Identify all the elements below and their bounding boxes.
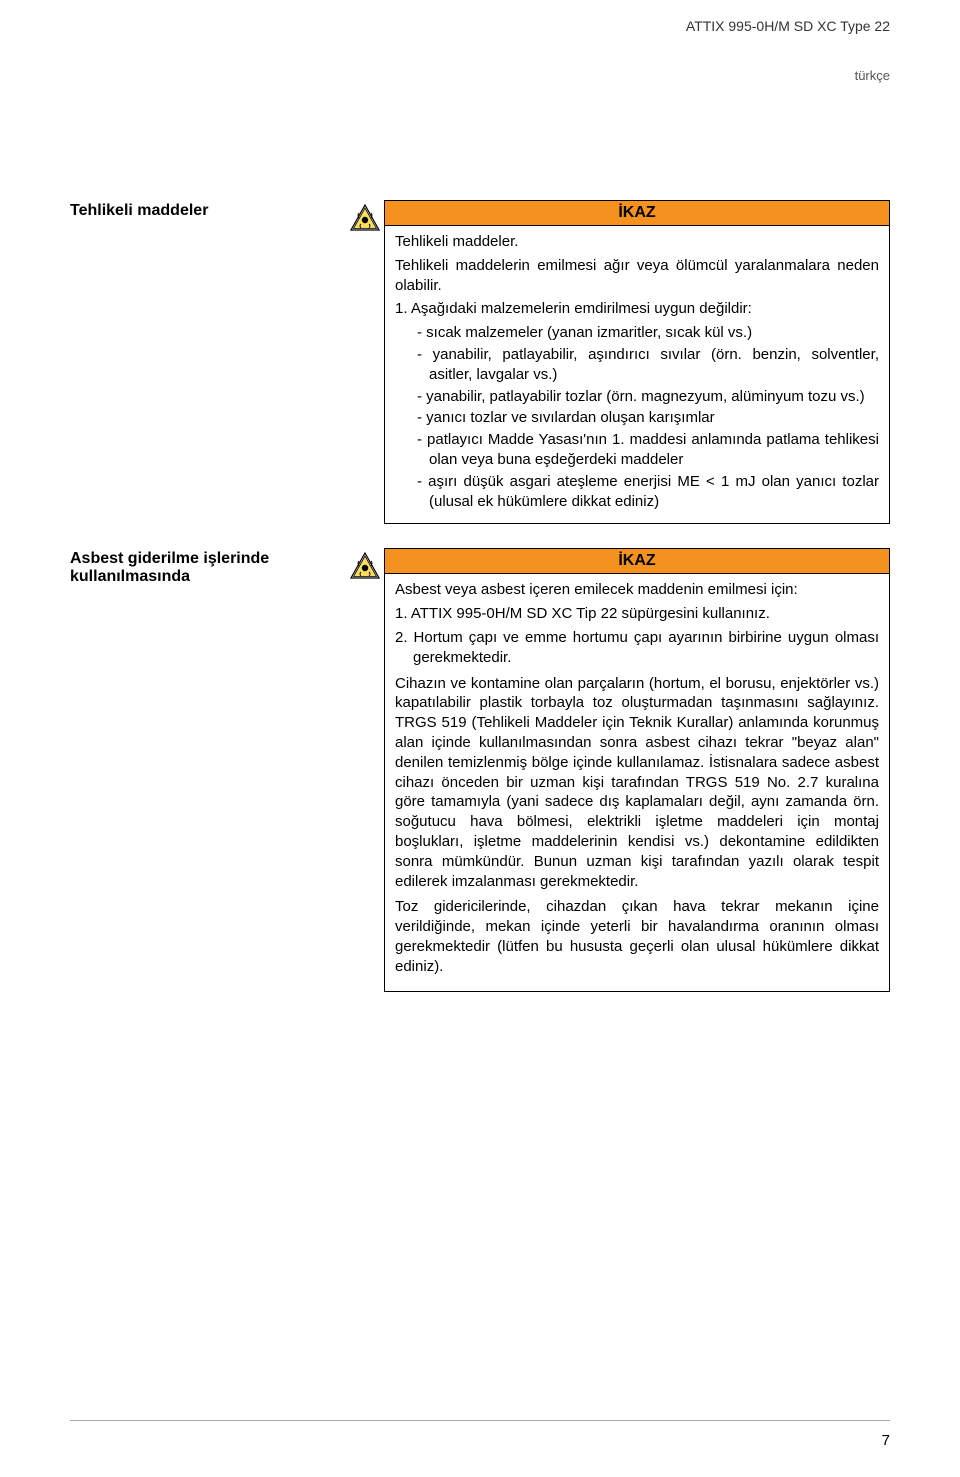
language-label: türkçe	[855, 68, 890, 83]
section-label: Tehlikeli maddeler	[70, 200, 350, 524]
section-asbestos: Asbest giderilme işlerinde kullanılmasın…	[70, 548, 890, 991]
list-lead: 1. Aşağıdaki malzemelerin emdirilmesi uy…	[395, 299, 879, 319]
paragraph: Toz gidericilerinde, cihazdan çıkan hava…	[395, 897, 879, 976]
numbered-item: 1. ATTIX 995-0H/M SD XC Tip 22 süpürgesi…	[395, 604, 879, 624]
warning-box: İKAZ Tehlikeli maddeler. Tehlikeli madde…	[384, 200, 890, 524]
section-hazardous-materials: Tehlikeli maddeler İKAZ Tehlikeli maddel…	[70, 200, 890, 524]
warning-box-wrap: İKAZ Asbest veya asbest içeren emilecek …	[350, 548, 890, 991]
list-item: patlayıcı Madde Yasası'nın 1. maddesi an…	[417, 430, 879, 470]
page-number: 7	[882, 1432, 890, 1449]
warning-title: İKAZ	[385, 549, 889, 574]
hazard-triangle-icon	[350, 548, 384, 580]
page-content: Tehlikeli maddeler İKAZ Tehlikeli maddel…	[70, 200, 890, 1016]
list-item: yanıcı tozlar ve sıvılardan oluşan karış…	[417, 408, 879, 428]
document-model-header: ATTIX 995-0H/M SD XC Type 22	[686, 18, 890, 34]
warning-body: Tehlikeli maddeler. Tehlikeli maddelerin…	[385, 226, 889, 523]
paragraph: Cihazın ve kontamine olan parçaların (ho…	[395, 674, 879, 892]
footer-divider	[70, 1420, 890, 1421]
intro-text: Tehlikeli maddeler.	[395, 232, 879, 252]
intro-text: Tehlikeli maddelerin emilmesi ağır veya …	[395, 256, 879, 296]
hazard-list: sıcak malzemeler (yanan izmaritler, sıca…	[399, 323, 879, 511]
warning-body: Asbest veya asbest içeren emilecek madde…	[385, 574, 889, 990]
intro-text: Asbest veya asbest içeren emilecek madde…	[395, 580, 879, 600]
numbered-item: 2. Hortum çapı ve emme hortumu çapı ayar…	[395, 628, 879, 668]
warning-title: İKAZ	[385, 201, 889, 226]
list-item: sıcak malzemeler (yanan izmaritler, sıca…	[417, 323, 879, 343]
hazard-triangle-icon	[350, 200, 384, 232]
list-item: yanabilir, patlayabilir tozlar (örn. mag…	[417, 387, 879, 407]
section-label: Asbest giderilme işlerinde kullanılmasın…	[70, 548, 350, 991]
warning-box-wrap: İKAZ Tehlikeli maddeler. Tehlikeli madde…	[350, 200, 890, 524]
list-item: aşırı düşük asgari ateşleme enerjisi ME …	[417, 472, 879, 512]
warning-box: İKAZ Asbest veya asbest içeren emilecek …	[384, 548, 890, 991]
list-item: yanabilir, patlayabilir, aşındırıcı sıvı…	[417, 345, 879, 385]
